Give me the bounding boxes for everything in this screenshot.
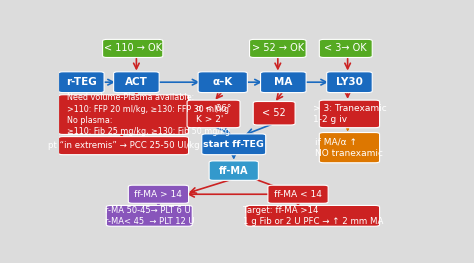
Text: α–K: α–K [213, 77, 233, 87]
FancyBboxPatch shape [319, 39, 372, 58]
Text: ff-MA: ff-MA [219, 166, 248, 176]
FancyBboxPatch shape [246, 205, 380, 226]
FancyBboxPatch shape [128, 185, 189, 203]
FancyBboxPatch shape [319, 133, 380, 163]
Text: ff-MA > 14: ff-MA > 14 [135, 190, 182, 199]
Text: < 110 → OK: < 110 → OK [104, 43, 162, 53]
FancyBboxPatch shape [106, 205, 192, 226]
FancyBboxPatch shape [58, 136, 189, 155]
Text: pt “in extremis” → PCC 25-50 UI/kg: pt “in extremis” → PCC 25-50 UI/kg [48, 141, 200, 150]
Text: MA: MA [274, 77, 292, 87]
FancyBboxPatch shape [58, 95, 189, 134]
Text: α < 66°
K > 2': α < 66° K > 2' [196, 104, 231, 124]
Text: LY30: LY30 [336, 77, 363, 87]
Text: Need volume-Plasma available:
>110: FFP 20 ml/kg, ≥130: FFP 30 ml/kg
No plasma:
: Need volume-Plasma available: >110: FFP … [66, 93, 229, 136]
FancyBboxPatch shape [102, 39, 163, 58]
FancyBboxPatch shape [261, 72, 306, 93]
Text: Target: ff-MA >14
1 g Fib or 2 U PFC → ↑ 2 mm MA: Target: ff-MA >14 1 g Fib or 2 U PFC → ↑… [243, 206, 383, 226]
FancyBboxPatch shape [202, 134, 266, 155]
FancyBboxPatch shape [319, 100, 380, 128]
Text: r-MA 50-45→ PLT 6 U
r-MA< 45  → PLT 12 U: r-MA 50-45→ PLT 6 U r-MA< 45 → PLT 12 U [104, 206, 194, 226]
FancyBboxPatch shape [249, 39, 306, 58]
Text: > 3: Tranexamic
1-2 g iv: > 3: Tranexamic 1-2 g iv [312, 104, 386, 124]
FancyBboxPatch shape [114, 72, 159, 93]
Text: > 52 → OK: > 52 → OK [252, 43, 304, 53]
Text: < 52: < 52 [262, 108, 286, 118]
Text: start ff-TEG: start ff-TEG [203, 140, 264, 149]
Text: r-TEG: r-TEG [66, 77, 97, 87]
FancyBboxPatch shape [327, 72, 372, 93]
FancyBboxPatch shape [209, 161, 258, 180]
Text: ACT: ACT [125, 77, 148, 87]
FancyBboxPatch shape [253, 102, 295, 125]
Text: ff-MA < 14: ff-MA < 14 [274, 190, 322, 199]
FancyBboxPatch shape [187, 100, 240, 128]
FancyBboxPatch shape [198, 72, 247, 93]
FancyBboxPatch shape [268, 185, 328, 203]
Text: < 3→ OK: < 3→ OK [325, 43, 367, 53]
FancyBboxPatch shape [58, 72, 104, 93]
Text: if MA/α ↑
NO tranexamic: if MA/α ↑ NO tranexamic [316, 138, 383, 158]
